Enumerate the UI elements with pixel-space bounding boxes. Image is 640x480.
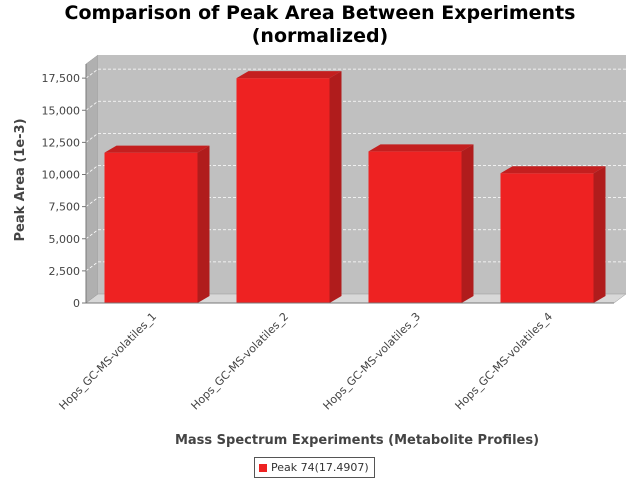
bar [368,144,474,303]
gridline [85,261,99,272]
y-tick-label: 7,500 [49,201,81,214]
legend: Peak 74(17.4907) [254,457,375,478]
legend-swatch [259,463,267,472]
x-tick-label: Hops_GC-MS-volatiles_3 [321,310,424,413]
x-tick-label: Hops_GC-MS-volatiles_4 [453,310,556,413]
bar-top [500,166,606,174]
bar-front [104,152,198,303]
x-axis: Hops_GC-MS-volatiles_1 Hops_GC-MS-volatil… [57,302,614,413]
bar-side [197,145,210,303]
bar-side [461,144,474,303]
gridline [85,165,99,175]
bar [500,166,606,303]
gridline [85,229,99,240]
y-tick-label: 12,500 [42,136,81,149]
chart-title-line-2: (normalized) [251,25,389,47]
x-axis-label: Mass Spectrum Experiments (Metabolite Pr… [175,433,539,448]
gridline [85,100,99,111]
bar-side [593,166,606,303]
bar-front [368,151,462,303]
bar-top [104,145,210,153]
bar [236,71,342,304]
gridline [85,133,99,143]
bar-front [500,173,594,303]
chart-title: Comparison of Peak Area Between Experime… [0,2,640,48]
y-tick-label: 2,500 [49,265,81,278]
gridline [85,68,99,79]
bar [104,145,210,303]
bar-side [329,71,342,304]
y-tick-label: 10,000 [42,169,81,182]
plot-left-wall [85,54,99,304]
bar-top [368,144,474,152]
chart-title-line-1: Comparison of Peak Area Between Experime… [64,2,576,24]
y-tick-label: 15,000 [42,104,81,117]
y-tick-label: 17,500 [42,72,81,85]
y-tick-label: 5,000 [49,233,81,246]
legend-label: Peak 74(17.4907) [271,461,369,474]
gridline [85,197,99,207]
bar-top [236,71,342,79]
bar-front [236,78,330,304]
y-tick-label: 0 [73,297,80,310]
x-tick-label: Hops_GC-MS-volatiles_2 [189,310,292,413]
x-tick-label: Hops_GC-MS-volatiles_1 [57,310,160,413]
y-axis-label: Peak Area (1e-3) [13,118,28,241]
y-axis: 0 2,500 5,000 7,500 10,000 12,500 15,000 17,500 [42,64,87,310]
bar-series [104,71,606,304]
